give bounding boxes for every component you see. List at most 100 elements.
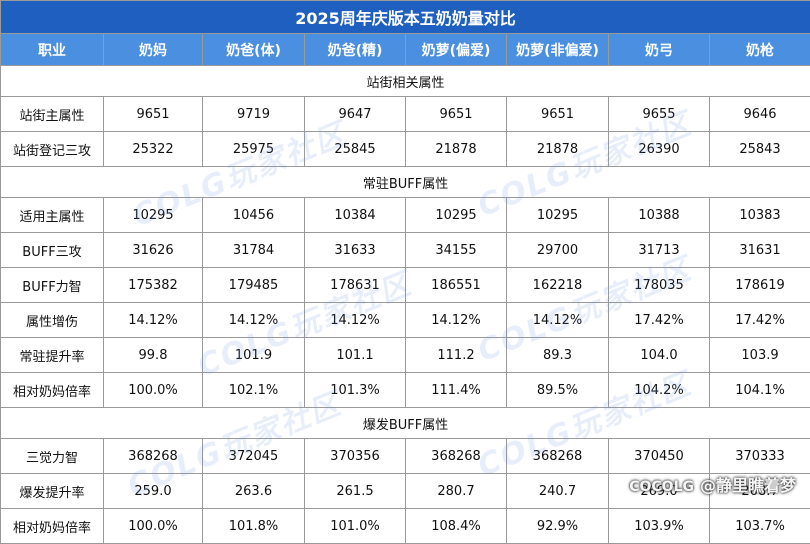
value-cell: 175382 (104, 268, 203, 303)
value-cell: 240.7 (507, 474, 609, 509)
row-label: 爆发提升率 (1, 474, 104, 509)
section-heading: 站街相关属性 (1, 66, 810, 97)
table-title: 2025周年庆版本五奶奶量对比 (1, 1, 810, 34)
section-heading: 爆发BUFF属性 (1, 408, 810, 439)
row-label: 相对奶妈倍率 (1, 373, 104, 408)
value-cell: 102.1% (203, 373, 305, 408)
value-cell: 368268 (406, 439, 507, 474)
value-cell: 14.12% (406, 303, 507, 338)
value-cell: 31633 (305, 233, 406, 268)
value-cell: 29700 (507, 233, 609, 268)
row-label: 站街主属性 (1, 97, 104, 132)
value-cell: 104.2% (609, 373, 710, 408)
header-cell: 奶妈 (104, 34, 203, 66)
value-cell: 25322 (104, 132, 203, 167)
value-cell: 9647 (305, 97, 406, 132)
value-cell: 162218 (507, 268, 609, 303)
header-cell: 奶萝(偏爱) (406, 34, 507, 66)
value-cell: 186551 (406, 268, 507, 303)
value-cell: 25975 (203, 132, 305, 167)
section-heading: 常驻BUFF属性 (1, 167, 810, 198)
value-cell: 14.12% (104, 303, 203, 338)
value-cell: 14.12% (305, 303, 406, 338)
value-cell: 14.12% (507, 303, 609, 338)
value-cell: 178631 (305, 268, 406, 303)
value-cell: 269.0 (609, 474, 710, 509)
value-cell: 178035 (609, 268, 710, 303)
section-row: 爆发BUFF属性 (1, 408, 810, 439)
value-cell: 104.1% (710, 373, 810, 408)
row-label: 适用主属性 (1, 198, 104, 233)
value-cell: 101.9 (203, 338, 305, 373)
value-cell: 10295 (406, 198, 507, 233)
value-cell: 103.9 (710, 338, 810, 373)
row-label: 站街登记三攻 (1, 132, 104, 167)
title-row: 2025周年庆版本五奶奶量对比 (1, 1, 810, 34)
value-cell: 10388 (609, 198, 710, 233)
value-cell: 370333 (710, 439, 810, 474)
header-row: 职业 奶妈 奶爸(体) 奶爸(精) 奶萝(偏爱) 奶萝(非偏爱) 奶弓 奶枪 (1, 34, 810, 66)
value-cell: 263.6 (203, 474, 305, 509)
value-cell: 9646 (710, 97, 810, 132)
value-cell: 178619 (710, 268, 810, 303)
value-cell: 100.0% (104, 373, 203, 408)
value-cell: 368268 (104, 439, 203, 474)
value-cell: 268.7 (710, 474, 810, 509)
value-cell: 259.0 (104, 474, 203, 509)
value-cell: 26390 (609, 132, 710, 167)
value-cell: 10384 (305, 198, 406, 233)
row-label: 三觉力智 (1, 439, 104, 474)
value-cell: 104.0 (609, 338, 710, 373)
value-cell: 31626 (104, 233, 203, 268)
value-cell: 10295 (104, 198, 203, 233)
value-cell: 89.3 (507, 338, 609, 373)
value-cell: 14.12% (203, 303, 305, 338)
value-cell: 280.7 (406, 474, 507, 509)
row-label: BUFF三攻 (1, 233, 104, 268)
value-cell: 9651 (104, 97, 203, 132)
row-label: BUFF力智 (1, 268, 104, 303)
value-cell: 370356 (305, 439, 406, 474)
section-row: 站街相关属性 (1, 66, 810, 97)
value-cell: 17.42% (710, 303, 810, 338)
value-cell: 89.5% (507, 373, 609, 408)
header-cell: 奶枪 (710, 34, 810, 66)
value-cell: 111.4% (406, 373, 507, 408)
value-cell: 31713 (609, 233, 710, 268)
header-cell: 奶爸(精) (305, 34, 406, 66)
header-cell: 奶萝(非偏爱) (507, 34, 609, 66)
value-cell: 111.2 (406, 338, 507, 373)
header-cell: 奶弓 (609, 34, 710, 66)
value-cell: 10383 (710, 198, 810, 233)
value-cell: 370450 (609, 439, 710, 474)
value-cell: 368268 (507, 439, 609, 474)
value-cell: 261.5 (305, 474, 406, 509)
value-cell: 31784 (203, 233, 305, 268)
row-label: 属性增伤 (1, 303, 104, 338)
value-cell: 34155 (406, 233, 507, 268)
value-cell: 10456 (203, 198, 305, 233)
value-cell: 31631 (710, 233, 810, 268)
value-cell: 372045 (203, 439, 305, 474)
header-cell: 职业 (1, 34, 104, 66)
value-cell: 9655 (609, 97, 710, 132)
value-cell: 99.8 (104, 338, 203, 373)
value-cell: 21878 (406, 132, 507, 167)
header-cell: 奶爸(体) (203, 34, 305, 66)
value-cell: 21878 (507, 132, 609, 167)
value-cell: 25845 (305, 132, 406, 167)
value-cell: 25843 (710, 132, 810, 167)
value-cell: 9719 (203, 97, 305, 132)
value-cell: 101.1 (305, 338, 406, 373)
value-cell: 10295 (507, 198, 609, 233)
row-label: 常驻提升率 (1, 338, 104, 373)
